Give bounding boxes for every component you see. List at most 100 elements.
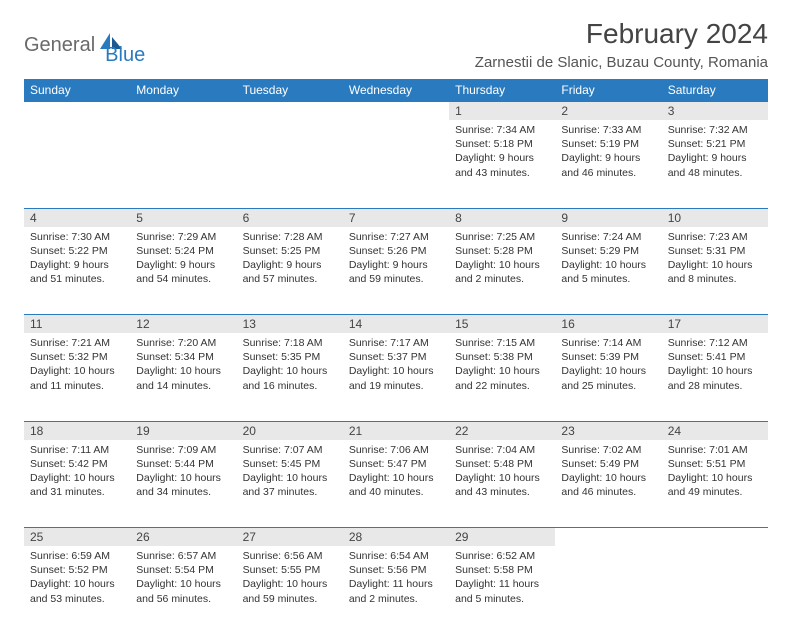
day-cell: Sunrise: 6:52 AMSunset: 5:58 PMDaylight:…	[449, 546, 555, 634]
day-cell-content: Sunrise: 7:21 AMSunset: 5:32 PMDaylight:…	[24, 333, 130, 399]
sunrise-text: Sunrise: 7:17 AM	[349, 336, 443, 350]
day-number-cell: 1	[449, 102, 555, 121]
day-cell-content: Sunrise: 6:52 AMSunset: 5:58 PMDaylight:…	[449, 546, 555, 612]
day-number-cell: 28	[343, 528, 449, 547]
daylight-text: Daylight: 10 hours	[455, 364, 549, 378]
weekday-monday: Monday	[130, 79, 236, 102]
sunset-text: Sunset: 5:51 PM	[668, 457, 762, 471]
daylight-text: Daylight: 10 hours	[561, 471, 655, 485]
daylight-text: Daylight: 10 hours	[455, 258, 549, 272]
weekday-friday: Friday	[555, 79, 661, 102]
sunset-text: Sunset: 5:44 PM	[136, 457, 230, 471]
calendar-body: 123Sunrise: 7:34 AMSunset: 5:18 PMDaylig…	[24, 102, 768, 634]
day-cell: Sunrise: 7:12 AMSunset: 5:41 PMDaylight:…	[662, 333, 768, 421]
day-cell	[343, 120, 449, 208]
month-title: February 2024	[475, 18, 768, 50]
day-cell-content: Sunrise: 7:15 AMSunset: 5:38 PMDaylight:…	[449, 333, 555, 399]
calendar-table: Sunday Monday Tuesday Wednesday Thursday…	[24, 79, 768, 634]
weekday-wednesday: Wednesday	[343, 79, 449, 102]
daylight-text: and 43 minutes.	[455, 485, 549, 499]
sunset-text: Sunset: 5:37 PM	[349, 350, 443, 364]
day-cell	[130, 120, 236, 208]
header: General Blue February 2024 Zarnestii de …	[24, 18, 768, 71]
day-number-cell: 5	[130, 208, 236, 227]
sunset-text: Sunset: 5:52 PM	[30, 563, 124, 577]
daynum-row: 11121314151617	[24, 315, 768, 334]
day-number-cell: 24	[662, 421, 768, 440]
daylight-text: and 59 minutes.	[349, 272, 443, 286]
logo-text-general: General	[24, 34, 95, 57]
sunset-text: Sunset: 5:25 PM	[243, 244, 337, 258]
sunrise-text: Sunrise: 7:27 AM	[349, 230, 443, 244]
sunrise-text: Sunrise: 7:24 AM	[561, 230, 655, 244]
daylight-text: and 5 minutes.	[455, 592, 549, 606]
sunset-text: Sunset: 5:39 PM	[561, 350, 655, 364]
daylight-text: Daylight: 10 hours	[561, 364, 655, 378]
sunset-text: Sunset: 5:34 PM	[136, 350, 230, 364]
day-number-cell: 25	[24, 528, 130, 547]
sunset-text: Sunset: 5:19 PM	[561, 137, 655, 151]
daynum-row: 123	[24, 102, 768, 121]
day-cell-content: Sunrise: 7:07 AMSunset: 5:45 PMDaylight:…	[237, 440, 343, 506]
week-row: Sunrise: 7:34 AMSunset: 5:18 PMDaylight:…	[24, 120, 768, 208]
day-cell: Sunrise: 7:01 AMSunset: 5:51 PMDaylight:…	[662, 440, 768, 528]
day-cell-content: Sunrise: 7:20 AMSunset: 5:34 PMDaylight:…	[130, 333, 236, 399]
weekday-saturday: Saturday	[662, 79, 768, 102]
day-number-cell	[555, 528, 661, 547]
day-number-cell: 4	[24, 208, 130, 227]
weekday-thursday: Thursday	[449, 79, 555, 102]
daylight-text: and 8 minutes.	[668, 272, 762, 286]
day-number-cell: 27	[237, 528, 343, 547]
day-number-cell: 2	[555, 102, 661, 121]
day-cell-content: Sunrise: 6:54 AMSunset: 5:56 PMDaylight:…	[343, 546, 449, 612]
day-number-cell: 11	[24, 315, 130, 334]
daylight-text: Daylight: 10 hours	[561, 258, 655, 272]
daynum-row: 18192021222324	[24, 421, 768, 440]
daylight-text: Daylight: 9 hours	[349, 258, 443, 272]
daylight-text: and 48 minutes.	[668, 166, 762, 180]
day-cell: Sunrise: 7:04 AMSunset: 5:48 PMDaylight:…	[449, 440, 555, 528]
sunrise-text: Sunrise: 7:32 AM	[668, 123, 762, 137]
sunset-text: Sunset: 5:41 PM	[668, 350, 762, 364]
sunrise-text: Sunrise: 7:34 AM	[455, 123, 549, 137]
logo-text-blue: Blue	[105, 44, 145, 67]
sunrise-text: Sunrise: 7:25 AM	[455, 230, 549, 244]
day-cell: Sunrise: 7:18 AMSunset: 5:35 PMDaylight:…	[237, 333, 343, 421]
sunset-text: Sunset: 5:47 PM	[349, 457, 443, 471]
sunrise-text: Sunrise: 7:07 AM	[243, 443, 337, 457]
day-cell: Sunrise: 7:24 AMSunset: 5:29 PMDaylight:…	[555, 227, 661, 315]
day-number-cell: 23	[555, 421, 661, 440]
sunset-text: Sunset: 5:38 PM	[455, 350, 549, 364]
day-cell-content: Sunrise: 7:12 AMSunset: 5:41 PMDaylight:…	[662, 333, 768, 399]
day-cell-content: Sunrise: 7:32 AMSunset: 5:21 PMDaylight:…	[662, 120, 768, 186]
day-cell-content: Sunrise: 7:01 AMSunset: 5:51 PMDaylight:…	[662, 440, 768, 506]
sunset-text: Sunset: 5:32 PM	[30, 350, 124, 364]
daylight-text: and 2 minutes.	[349, 592, 443, 606]
day-cell: Sunrise: 7:30 AMSunset: 5:22 PMDaylight:…	[24, 227, 130, 315]
daylight-text: Daylight: 10 hours	[349, 471, 443, 485]
day-cell: Sunrise: 7:27 AMSunset: 5:26 PMDaylight:…	[343, 227, 449, 315]
day-cell: Sunrise: 7:17 AMSunset: 5:37 PMDaylight:…	[343, 333, 449, 421]
day-cell: Sunrise: 7:29 AMSunset: 5:24 PMDaylight:…	[130, 227, 236, 315]
sunrise-text: Sunrise: 7:02 AM	[561, 443, 655, 457]
day-number-cell: 15	[449, 315, 555, 334]
day-cell-content: Sunrise: 6:57 AMSunset: 5:54 PMDaylight:…	[130, 546, 236, 612]
daylight-text: and 16 minutes.	[243, 379, 337, 393]
sunrise-text: Sunrise: 6:52 AM	[455, 549, 549, 563]
daylight-text: Daylight: 9 hours	[668, 151, 762, 165]
title-block: February 2024 Zarnestii de Slanic, Buzau…	[475, 18, 768, 71]
sunset-text: Sunset: 5:24 PM	[136, 244, 230, 258]
sunrise-text: Sunrise: 7:23 AM	[668, 230, 762, 244]
day-number-cell: 12	[130, 315, 236, 334]
day-cell-content: Sunrise: 7:23 AMSunset: 5:31 PMDaylight:…	[662, 227, 768, 293]
daylight-text: and 43 minutes.	[455, 166, 549, 180]
daynum-row: 2526272829	[24, 528, 768, 547]
sunset-text: Sunset: 5:58 PM	[455, 563, 549, 577]
day-number-cell	[237, 102, 343, 121]
daylight-text: and 14 minutes.	[136, 379, 230, 393]
daylight-text: Daylight: 10 hours	[136, 471, 230, 485]
day-cell: Sunrise: 7:23 AMSunset: 5:31 PMDaylight:…	[662, 227, 768, 315]
sunset-text: Sunset: 5:35 PM	[243, 350, 337, 364]
daylight-text: and 40 minutes.	[349, 485, 443, 499]
day-cell	[555, 546, 661, 634]
